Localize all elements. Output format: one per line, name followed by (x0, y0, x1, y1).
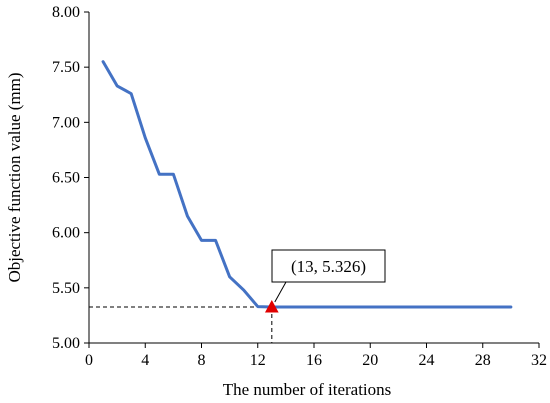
y-tick-label: 7.00 (52, 114, 80, 131)
annotation-box (271, 249, 386, 283)
x-tick-label: 32 (531, 352, 547, 369)
x-tick-label: 4 (141, 352, 149, 369)
y-tick-label: 5.00 (52, 335, 80, 352)
annotation-marker (264, 299, 279, 313)
x-tick-label: 20 (362, 352, 378, 369)
y-tick-label: 6.00 (52, 225, 80, 242)
y-tick-label: 8.00 (52, 4, 80, 21)
x-tick-label: 12 (250, 352, 266, 369)
annotation-layer: (13, 5.326) (264, 249, 386, 313)
x-tick-label: 0 (85, 352, 93, 369)
y-tick-label: 5.50 (52, 280, 80, 297)
series-line (101, 60, 513, 309)
annotation-label: (13, 5.326) (291, 257, 366, 276)
x-axis-title: The number of iterations (223, 380, 392, 399)
axes: 0 4 8 12 16 20 24 28 32 5.00 5.50 6.00 6.50 7.00 7.50 8… (5, 4, 547, 399)
annotation-leader-line (274, 281, 287, 303)
x-tick-label: 28 (475, 352, 491, 369)
y-tick-label: 6.50 (52, 170, 80, 187)
series-layer (101, 60, 513, 309)
x-tick-label: 8 (198, 352, 206, 369)
reference-lines (89, 306, 273, 343)
y-tick-label: 7.50 (52, 59, 80, 76)
x-tick-label: 24 (419, 352, 435, 369)
y-axis-title: Objective function value (mm) (5, 72, 24, 282)
x-tick-label: 16 (306, 352, 322, 369)
